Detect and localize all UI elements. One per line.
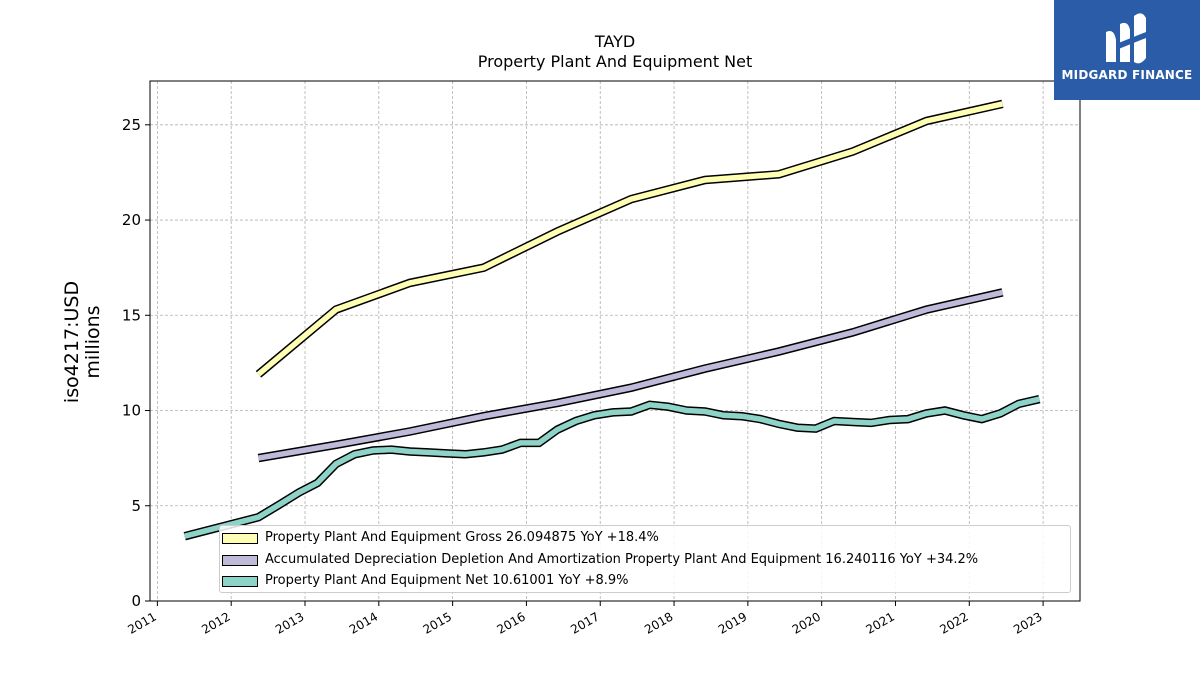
x-tick-label: 2021 (864, 609, 897, 636)
series-line-2 (184, 396, 1041, 539)
y-tick-label: 20 (122, 211, 141, 229)
brand-logo: MIDGARD FINANCE (1054, 0, 1200, 100)
legend-swatch-depreciation (222, 555, 258, 566)
y-tick-label: 0 (131, 592, 141, 610)
brand-logo-text: MIDGARD FINANCE (1061, 68, 1193, 82)
x-tick-label: 2017 (568, 609, 601, 636)
y-tick-label: 10 (122, 402, 141, 420)
legend-item-net: Property Plant And Equipment Net 10.6100… (220, 573, 1070, 591)
midgard-logo-icon (1106, 13, 1146, 64)
x-tick-label: 2020 (790, 609, 823, 636)
y-axis-label-line-1: iso4217:USD (61, 280, 83, 404)
legend-item-depreciation: Accumulated Depreciation Depletion And A… (220, 552, 1070, 570)
chart-subtitle: Property Plant And Equipment Net (477, 52, 753, 71)
x-tick-label: 2023 (1011, 609, 1044, 636)
x-tick-label: 2012 (199, 609, 232, 636)
series-outline-1 (257, 288, 1004, 463)
x-tick-label: 2015 (421, 609, 454, 636)
legend: Property Plant And Equipment Gross 26.09… (219, 525, 1071, 593)
y-axis-label-line-2: millions (82, 305, 104, 379)
plot-frame (149, 80, 1081, 602)
y-axis-label: iso4217:USD millions (61, 280, 104, 404)
legend-label-net: Property Plant And Equipment Net 10.6100… (265, 573, 629, 588)
x-tick-label: 2014 (347, 609, 380, 636)
series-line-1 (258, 289, 1004, 461)
series-outline-0 (255, 99, 1004, 378)
y-tick-label: 15 (122, 306, 141, 324)
series-line-0 (256, 101, 1004, 377)
x-tick-label: 2019 (716, 609, 749, 636)
x-tick-label: 2018 (642, 609, 675, 636)
legend-swatch-gross (222, 533, 258, 544)
series-layer (183, 99, 1041, 541)
chart-title: TAYD (594, 32, 636, 51)
x-tick-label: 2022 (937, 609, 970, 636)
y-tick-label: 5 (131, 497, 141, 515)
grid (150, 81, 1080, 602)
y-tick-label: 25 (122, 116, 141, 134)
legend-label-gross: Property Plant And Equipment Gross 26.09… (265, 530, 659, 545)
legend-item-gross: Property Plant And Equipment Gross 26.09… (220, 530, 1070, 548)
x-tick-label: 2013 (273, 609, 306, 636)
x-tick-label: 2016 (494, 609, 527, 636)
legend-label-depreciation: Accumulated Depreciation Depletion And A… (265, 552, 979, 567)
legend-swatch-net (222, 576, 258, 587)
x-tick-label: 2011 (125, 609, 158, 636)
